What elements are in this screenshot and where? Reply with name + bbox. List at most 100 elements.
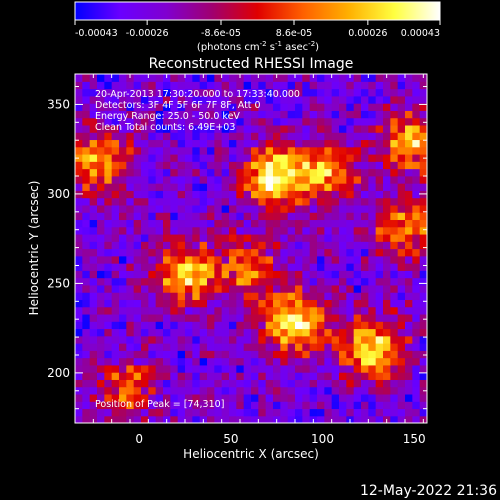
heatmap-cell bbox=[309, 110, 318, 119]
heatmap-cell bbox=[229, 292, 237, 300]
heatmap-cell bbox=[104, 212, 113, 221]
heatmap-cell bbox=[111, 393, 120, 402]
heatmap-cell bbox=[317, 124, 325, 133]
heatmap-cell bbox=[82, 226, 91, 235]
heatmap-cell bbox=[339, 372, 347, 380]
heatmap-cell bbox=[265, 284, 274, 293]
heatmap-cell bbox=[185, 321, 193, 330]
heatmap-cell bbox=[170, 306, 179, 315]
heatmap-cell bbox=[368, 233, 377, 242]
heatmap-cell bbox=[375, 81, 384, 90]
heatmap-cell bbox=[302, 372, 311, 380]
heatmap-cell bbox=[97, 103, 105, 111]
heatmap-cell bbox=[89, 197, 98, 206]
heatmap-cell bbox=[192, 379, 201, 388]
heatmap-cell bbox=[141, 306, 149, 315]
heatmap-cell bbox=[214, 379, 223, 388]
heatmap-cell bbox=[89, 284, 98, 293]
heatmap-cell bbox=[221, 299, 230, 308]
heatmap-cell bbox=[295, 190, 303, 199]
heatmap-cell bbox=[163, 299, 171, 308]
heatmap-cell bbox=[185, 299, 193, 308]
heatmap-cell bbox=[236, 197, 245, 206]
heatmap-cell bbox=[273, 313, 281, 322]
heatmap-cell bbox=[405, 168, 413, 177]
heatmap-cell bbox=[346, 117, 355, 126]
heatmap-cell bbox=[229, 110, 237, 119]
heatmap-cell bbox=[405, 139, 413, 148]
heatmap-cell bbox=[243, 81, 252, 90]
heatmap-cell bbox=[361, 415, 369, 423]
heatmap-cell bbox=[243, 233, 252, 242]
heatmap-cell bbox=[126, 350, 135, 359]
heatmap-cell bbox=[82, 204, 91, 213]
heatmap-cell bbox=[339, 74, 347, 82]
heatmap-cell bbox=[119, 161, 127, 170]
heatmap-cell bbox=[163, 270, 171, 279]
heatmap-cell bbox=[361, 386, 369, 395]
heatmap-cell bbox=[111, 241, 120, 250]
heatmap-cell bbox=[126, 212, 135, 221]
peak-position-label: Position of Peak = [74,310] bbox=[95, 399, 224, 410]
heatmap-cell bbox=[405, 81, 413, 90]
heatmap-cell bbox=[185, 190, 193, 199]
heatmap-cell bbox=[148, 328, 157, 337]
heatmap-cell bbox=[295, 153, 303, 162]
heatmap-cell bbox=[309, 124, 318, 133]
heatmap-cell bbox=[309, 350, 318, 359]
heatmap-cell bbox=[82, 132, 91, 141]
heatmap-cell bbox=[133, 190, 142, 199]
heatmap-cell bbox=[104, 364, 113, 373]
heatmap-cell bbox=[170, 386, 179, 395]
heatmap-cell bbox=[155, 248, 164, 257]
heatmap-cell bbox=[214, 95, 223, 104]
heatmap-cell bbox=[177, 197, 186, 206]
heatmap-cell bbox=[141, 168, 149, 177]
heatmap-cell bbox=[258, 161, 267, 170]
heatmap-cell bbox=[280, 328, 289, 337]
heatmap-cell bbox=[339, 299, 347, 308]
heatmap-cell bbox=[280, 88, 289, 97]
heatmap-cell bbox=[148, 241, 157, 250]
heatmap-cell bbox=[126, 81, 135, 90]
heatmap-cell bbox=[177, 161, 186, 170]
heatmap-cell bbox=[170, 241, 179, 250]
heatmap-cell bbox=[353, 88, 362, 97]
heatmap-cell bbox=[221, 110, 230, 119]
heatmap-cell bbox=[353, 408, 362, 417]
heatmap-cell bbox=[346, 146, 355, 155]
heatmap-cell bbox=[258, 277, 267, 286]
heatmap-cell bbox=[375, 248, 384, 257]
plot-frame bbox=[74, 73, 428, 424]
heatmap-cell bbox=[229, 306, 237, 315]
y-tick-label: 350 bbox=[47, 97, 70, 111]
heatmap-cell bbox=[221, 255, 230, 264]
heatmap-cell bbox=[324, 161, 333, 170]
heatmap-cell bbox=[295, 284, 303, 293]
heatmap-cell bbox=[133, 248, 142, 257]
heatmap-cell bbox=[119, 124, 127, 133]
heatmap-cell bbox=[309, 255, 318, 264]
heatmap-cell bbox=[346, 270, 355, 279]
heatmap-cell bbox=[317, 219, 325, 228]
heatmap-cell bbox=[295, 306, 303, 315]
heatmap-cell bbox=[111, 270, 120, 279]
heatmap-cell bbox=[346, 292, 355, 300]
heatmap-cell bbox=[104, 204, 113, 213]
heatmap-cell bbox=[170, 248, 179, 257]
heatmap-cell bbox=[192, 74, 201, 82]
heatmap-cell bbox=[97, 117, 105, 126]
heatmap-cell bbox=[104, 408, 113, 417]
heatmap-cell bbox=[361, 408, 369, 417]
heatmap-cell bbox=[258, 81, 267, 90]
heatmap-cell bbox=[405, 117, 413, 126]
heatmap-cell bbox=[243, 401, 252, 410]
heatmap-cell bbox=[390, 175, 399, 184]
heatmap-cell bbox=[353, 226, 362, 235]
heatmap-cell bbox=[419, 284, 427, 293]
heatmap-cell bbox=[412, 270, 421, 279]
heatmap-cell bbox=[317, 110, 325, 119]
heatmap-cell bbox=[229, 393, 237, 402]
heatmap-cell bbox=[89, 335, 98, 344]
heatmap-cell bbox=[412, 197, 421, 206]
